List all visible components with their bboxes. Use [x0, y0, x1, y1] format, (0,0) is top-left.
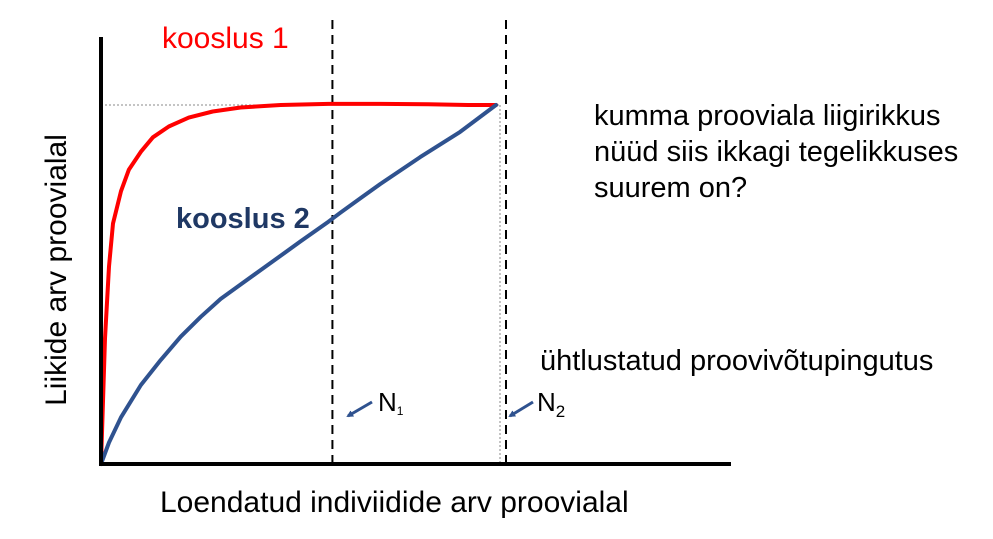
axes [99, 37, 731, 466]
n1-arrow [346, 400, 373, 418]
n2-main: N [537, 387, 556, 417]
question-annotation: kumma prooviala liigirikkus nüüd siis ik… [594, 100, 959, 204]
n2-subscript: 2 [555, 402, 566, 421]
series-line-1 [99, 101, 498, 466]
reference-lines [101, 20, 507, 464]
series-label-kooslus-1: kooslus 1 [162, 22, 289, 55]
marker-arrows [346, 400, 534, 418]
series-lines [99, 101, 498, 466]
series-line-2 [99, 103, 498, 466]
n2-arrow [508, 400, 534, 418]
y-axis-label: Liikide arv proovialal [39, 134, 73, 406]
n1-subscript: 1 [396, 404, 404, 418]
n1-label: N1 [378, 387, 404, 419]
n2-label: N2 [537, 387, 566, 422]
x-axis-label: Loendatud indiviidide arv proovialal [160, 486, 629, 519]
sampling-effort-annotation: ühtlustatud proovivõtupingutus [540, 345, 934, 377]
series-label-kooslus-2: kooslus 2 [176, 203, 310, 235]
n1-main: N [378, 387, 397, 417]
